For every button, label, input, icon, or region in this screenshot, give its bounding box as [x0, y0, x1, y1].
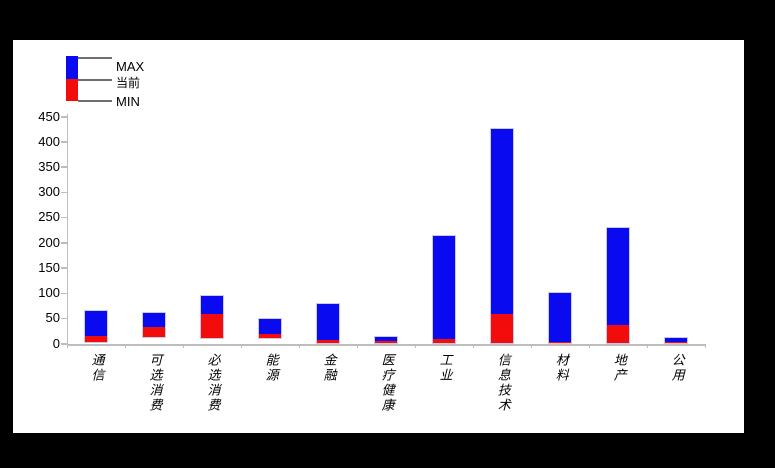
y-tick: [61, 267, 67, 269]
bar: [374, 337, 397, 343]
legend-swatch-max-segment: [66, 56, 78, 79]
bar-current-red-segment: [664, 342, 687, 344]
bar-range-blue-segment: [84, 310, 107, 337]
legend-swatch: [66, 56, 78, 101]
bar-current-red-segment: [84, 336, 107, 342]
legend-label-min: MIN: [116, 94, 140, 109]
y-tick-label: 50: [45, 310, 60, 326]
bar-current-red-segment: [548, 341, 571, 343]
x-tick: [414, 344, 417, 348]
bar: [142, 312, 165, 338]
x-category-label: 必选消费: [205, 353, 221, 413]
y-tick-label: 300: [38, 184, 60, 200]
bar-current-red-segment: [258, 334, 281, 339]
x-tick: [124, 344, 127, 348]
y-tick-label: 400: [38, 133, 60, 149]
bar-range-blue-segment: [606, 228, 629, 326]
x-category-label: 金融: [321, 353, 337, 383]
x-tick: [182, 344, 185, 348]
y-axis-line: [66, 114, 68, 344]
y-tick: [61, 292, 67, 295]
bar: [490, 128, 513, 343]
chart-page: MAX 当前 MIN 450 400 350 300 250 200 150 100 50 0 通…: [13, 40, 744, 433]
y-tick-label: 200: [38, 234, 60, 250]
bar-range-blue-segment: [490, 128, 513, 315]
y-tick: [61, 242, 67, 244]
legend-leader-line-max: [78, 57, 112, 59]
bar: [200, 295, 223, 339]
x-category-label: 信息技术: [495, 353, 511, 413]
x-category-label: 工业: [437, 353, 453, 383]
bar: [432, 235, 455, 343]
bar-current-red-segment: [606, 325, 629, 343]
x-category-label: 地产: [611, 353, 627, 383]
bar-range-blue-segment: [316, 304, 339, 341]
y-tick-label: 0: [52, 335, 60, 351]
x-tick: [530, 344, 533, 348]
bar: [606, 228, 629, 343]
legend-label-current: 当前: [116, 76, 141, 90]
bar-range-blue-segment: [432, 235, 455, 339]
bar-range-blue-segment: [374, 337, 397, 341]
x-category-label: 通信: [89, 353, 105, 383]
y-tick-label: 250: [38, 209, 60, 225]
x-category-label: 公用: [669, 353, 685, 383]
legend-label-max: MAX: [116, 59, 145, 74]
legend-leader-line-current: [78, 79, 112, 81]
bar-range-blue-segment: [548, 292, 571, 342]
bar-range-blue-segment: [200, 295, 223, 315]
bar: [664, 337, 687, 344]
y-tick-label: 150: [38, 259, 60, 275]
y-tick-label: 350: [38, 158, 60, 174]
bar-current-red-segment: [432, 338, 455, 343]
legend-swatch-current-segment: [66, 79, 78, 101]
y-tick: [61, 166, 67, 168]
x-tick: [66, 344, 68, 348]
y-tick: [61, 216, 67, 219]
bar: [258, 319, 281, 339]
bar-range-blue-segment: [664, 337, 687, 343]
legend-leader-line-min: [78, 100, 112, 102]
y-tick-label: 100: [38, 285, 60, 301]
x-axis-line: [66, 343, 706, 346]
y-tick: [61, 141, 67, 143]
bar-current-red-segment: [490, 314, 513, 343]
bar-current-red-segment: [374, 340, 397, 343]
y-tick-label: 450: [38, 108, 60, 124]
x-category-label: 能源: [263, 353, 279, 383]
y-tick: [61, 116, 67, 118]
bar-current-red-segment: [316, 340, 339, 343]
bar-current-red-segment: [200, 314, 223, 339]
bar-range-blue-segment: [142, 312, 165, 327]
bar-range-blue-segment: [258, 319, 281, 335]
x-category-label: 医疗健康: [379, 353, 395, 413]
y-tick: [61, 317, 67, 320]
x-tick: [298, 344, 301, 348]
y-tick: [61, 191, 67, 194]
x-category-label: 材料: [553, 353, 569, 383]
x-tick: [240, 344, 243, 348]
bar: [316, 304, 339, 343]
bar: [84, 310, 107, 342]
bar-current-red-segment: [142, 326, 165, 338]
x-tick: [704, 344, 707, 348]
x-category-label: 可选消费: [147, 353, 163, 413]
x-tick: [646, 344, 649, 348]
x-tick: [356, 344, 359, 348]
bar: [548, 292, 571, 343]
x-tick: [472, 344, 475, 348]
y-tick: [61, 343, 67, 345]
x-tick: [588, 344, 591, 348]
